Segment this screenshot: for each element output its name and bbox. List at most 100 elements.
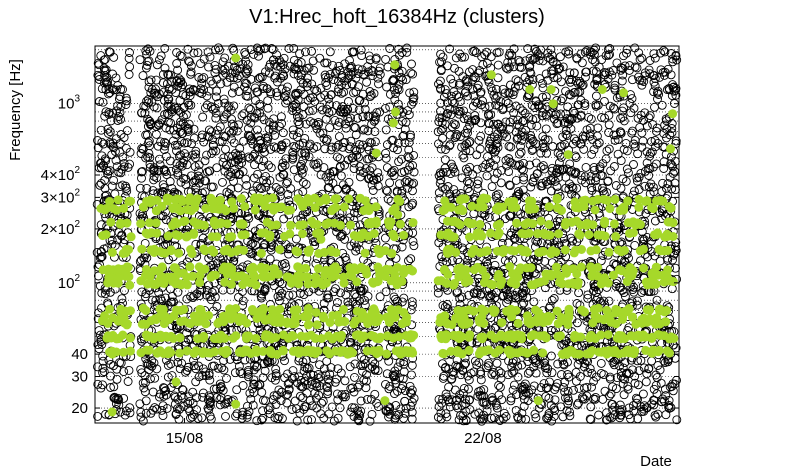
cluster-point (271, 143, 281, 153)
cluster-point (322, 58, 332, 68)
cluster-point (593, 100, 603, 110)
cluster-point (463, 255, 473, 265)
cluster-point (628, 126, 637, 136)
cluster-point (238, 381, 248, 390)
cluster-point (519, 382, 529, 391)
cluster-point (489, 368, 499, 377)
cluster-point (271, 364, 281, 374)
cluster-point (197, 74, 207, 84)
cluster-point (350, 289, 360, 299)
cluster-point (280, 259, 290, 268)
cluster-point (453, 362, 463, 372)
cluster-point (107, 84, 117, 94)
cluster-point (191, 149, 201, 159)
cluster-point (373, 168, 383, 178)
cluster-point (121, 100, 131, 109)
cluster-point (288, 150, 298, 160)
cluster-point (388, 76, 398, 86)
cluster-point (482, 400, 492, 410)
cluster-point (455, 390, 465, 400)
cluster-point (173, 404, 182, 414)
cluster-point (663, 179, 673, 189)
cluster-point (346, 407, 356, 417)
cluster-point (604, 67, 614, 77)
cluster-point (165, 156, 175, 166)
cluster-point (659, 46, 669, 56)
cluster-point (408, 186, 417, 196)
cluster-point (592, 76, 602, 86)
cluster-point (390, 366, 400, 376)
cluster-point (317, 398, 327, 408)
cluster-point (470, 116, 480, 126)
cluster-point (243, 211, 253, 221)
cluster-point (516, 130, 526, 140)
cluster-point (400, 177, 410, 187)
cluster-point (272, 77, 282, 87)
cluster-point (294, 128, 304, 137)
cluster-point (473, 179, 482, 189)
cluster-point (531, 368, 541, 378)
cluster-point (493, 119, 503, 129)
cluster-point (528, 115, 538, 125)
cluster-point (249, 380, 259, 389)
cluster-point (212, 74, 222, 84)
cluster-point (489, 413, 499, 423)
cluster-point (289, 43, 299, 53)
cluster-point (455, 293, 465, 303)
cluster-point (454, 92, 464, 102)
cluster-point (635, 75, 645, 85)
cluster-point (167, 183, 177, 193)
cluster-point (282, 398, 292, 408)
cluster-point (438, 373, 448, 383)
cluster-point (407, 385, 417, 395)
cluster-point (238, 296, 248, 306)
cluster-point (173, 287, 183, 297)
cluster-point (587, 185, 597, 195)
cluster-point (650, 53, 660, 63)
cluster-point (639, 77, 649, 86)
cluster-point (630, 135, 640, 145)
cluster-point (633, 394, 643, 404)
cluster-point (137, 173, 146, 183)
cluster-point (383, 194, 393, 204)
cluster-point (639, 115, 648, 125)
cluster-point (139, 101, 149, 111)
cluster-point (250, 360, 260, 370)
cluster-point (591, 43, 601, 53)
cluster-point (440, 155, 450, 165)
cluster-point (148, 186, 158, 196)
cluster-point (645, 56, 655, 65)
cluster-point (465, 395, 475, 405)
cluster-point (232, 385, 242, 395)
cluster-point (528, 144, 538, 154)
cluster-point (523, 396, 533, 406)
cluster-point (573, 398, 583, 408)
cluster-point (470, 46, 480, 56)
cluster-point (181, 367, 190, 377)
cluster-point (338, 392, 348, 402)
cluster-point (272, 88, 282, 98)
cluster-point (335, 154, 345, 164)
cluster-point (580, 72, 590, 82)
cluster-point (279, 53, 289, 63)
cluster-point (470, 409, 480, 419)
cluster-point (109, 382, 119, 392)
cluster-point (438, 394, 448, 404)
cluster-point (434, 139, 443, 149)
cluster-point (630, 240, 640, 250)
cluster-point (556, 96, 566, 106)
cluster-point (243, 66, 253, 76)
cluster-point (455, 97, 465, 106)
cluster-point (545, 377, 554, 387)
cluster-point (184, 119, 194, 129)
cluster-point (640, 181, 650, 191)
cluster-point (243, 91, 253, 101)
cluster-point (355, 172, 365, 182)
cluster-point (607, 399, 617, 409)
cluster-point (155, 55, 164, 65)
cluster-point (280, 64, 290, 74)
cluster-point (616, 183, 626, 193)
cluster-point (596, 170, 606, 180)
cluster-point (198, 112, 208, 122)
cluster-point (369, 116, 379, 126)
